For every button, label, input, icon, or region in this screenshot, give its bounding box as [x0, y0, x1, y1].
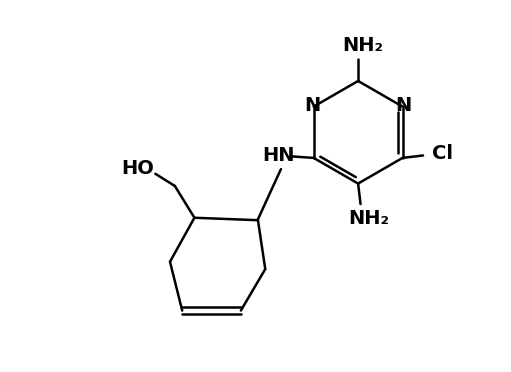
Text: HN: HN — [262, 146, 295, 165]
Text: N: N — [305, 96, 321, 115]
Text: Cl: Cl — [432, 144, 453, 164]
Text: NH₂: NH₂ — [349, 209, 389, 228]
Text: NH₂: NH₂ — [342, 36, 383, 55]
Text: N: N — [396, 96, 412, 115]
Text: HO: HO — [121, 159, 154, 179]
